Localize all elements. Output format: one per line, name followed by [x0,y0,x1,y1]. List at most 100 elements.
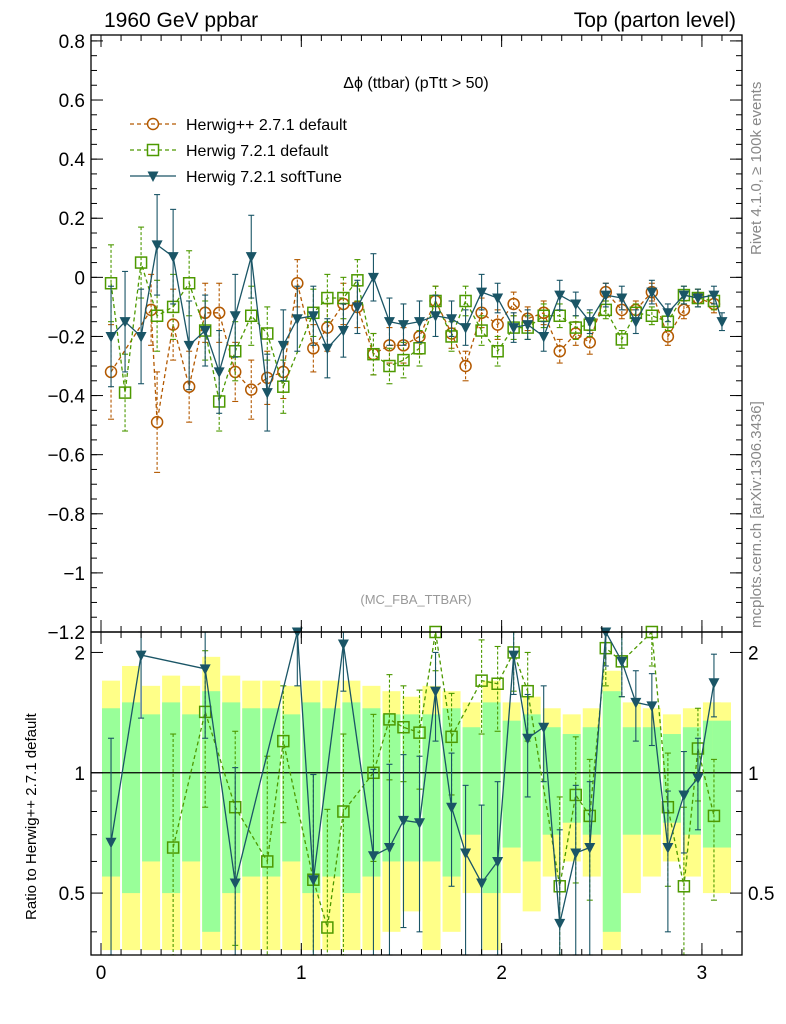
data-point-square [397,720,410,734]
data-point-triangle [183,340,195,352]
data-point-triangle [397,320,409,331]
band-inner-bin [482,702,501,894]
series-triangle [105,627,720,956]
band-inner-bin [202,691,221,932]
data-point-triangle [135,650,147,662]
data-point-triangle [522,320,534,331]
data-point-triangle [570,848,582,859]
data-point-triangle [554,918,566,930]
data-point-triangle [508,323,520,334]
y-tick-label: −1 [63,564,85,585]
data-point-triangle [630,697,642,709]
data-point-square [166,841,180,854]
data-point-triangle [508,650,520,662]
data-point-triangle [492,856,504,868]
data-point-circle [146,117,160,131]
band-inner-bin [362,708,381,877]
data-point-triangle [277,340,289,352]
data-point-triangle [213,367,225,378]
data-point-square [277,734,290,748]
band-inner-bin [712,720,731,848]
data-point-triangle [646,701,658,712]
band-inner-bin [622,727,641,835]
series-triangle [105,194,728,432]
data-point-square [569,321,582,334]
band-inner-bin [382,714,401,862]
y-tick-label: −0.6 [47,446,85,467]
series-line [172,630,715,928]
data-point-triangle [229,311,241,322]
band-inner-bin [302,702,321,894]
data-point-square [459,294,472,308]
data-point-triangle [538,722,550,734]
data-point-triangle [584,317,596,328]
data-point-square [413,726,426,739]
x-tick-label: 3 [697,963,708,984]
band-inner-bin [642,727,661,835]
data-point-triangle [351,302,363,313]
data-point-triangle [291,627,303,638]
data-point-square [261,855,274,868]
data-point-triangle [600,290,612,302]
data-point-triangle [307,875,319,886]
y-tick-label: 0.6 [59,91,85,112]
data-point-square [321,921,334,934]
ratio-panel-frame [90,631,743,956]
data-point-circle [150,415,164,429]
ratio-uncertainty-bands [102,656,731,951]
band-inner-bin [502,720,521,848]
data-point-triangle [476,287,488,299]
data-point-triangle [538,331,550,343]
data-point-circle [491,318,504,331]
data-point-triangle [446,314,458,325]
data-point-circle [459,359,472,373]
x-tick-label: 2 [496,963,507,984]
data-point-triangle [367,272,379,284]
data-point-square [134,256,148,269]
ratio-y-tick-label-right: 2 [748,643,759,664]
data-point-triangle [662,308,674,319]
data-point-triangle [105,837,117,849]
band-inner-bin [282,714,301,862]
x-tick-label: 1 [296,963,307,984]
process-label: Top (parton level) [574,9,736,32]
data-point-triangle [692,293,704,305]
data-point-triangle [147,171,159,182]
y-tick-label: 0.2 [59,209,85,230]
data-point-triangle [522,733,534,745]
data-point-triangle [307,311,319,322]
data-point-square [475,674,488,687]
data-point-triangle [600,627,612,638]
data-point-triangle [584,843,596,854]
band-inner-bin [602,691,621,932]
y-tick-label: 0.4 [59,150,86,171]
band-inner-bin [142,714,161,862]
data-point-triangle [337,639,349,650]
data-point-triangle [662,843,674,854]
data-point-triangle [446,802,458,814]
data-point-triangle [199,326,211,337]
data-point-triangle [383,843,395,854]
y-tick-label: −1.2 [47,623,85,644]
data-point-circle [553,344,566,358]
data-point-triangle [367,851,379,862]
data-point-square [182,277,196,290]
data-point-triangle [105,331,117,343]
data-point-square [150,309,164,323]
data-point-square [146,143,160,157]
data-point-square [491,677,504,690]
series-circle [104,259,721,473]
data-point-triangle [414,818,426,829]
data-point-triangle [321,343,333,355]
data-point-triangle [716,317,728,328]
data-point-triangle [616,293,628,305]
band-inner-bin [462,727,481,835]
mcplots-source-label: mcplots.cern.ch [arXiv:1306.3436] [748,401,765,628]
panel-frames [90,34,743,956]
band-inner-bin [402,714,421,862]
data-point-square [118,386,132,399]
ratio-y-tick-label-right: 1 [748,764,759,785]
data-point-triangle [414,317,426,328]
band-inner-bin [562,734,581,823]
